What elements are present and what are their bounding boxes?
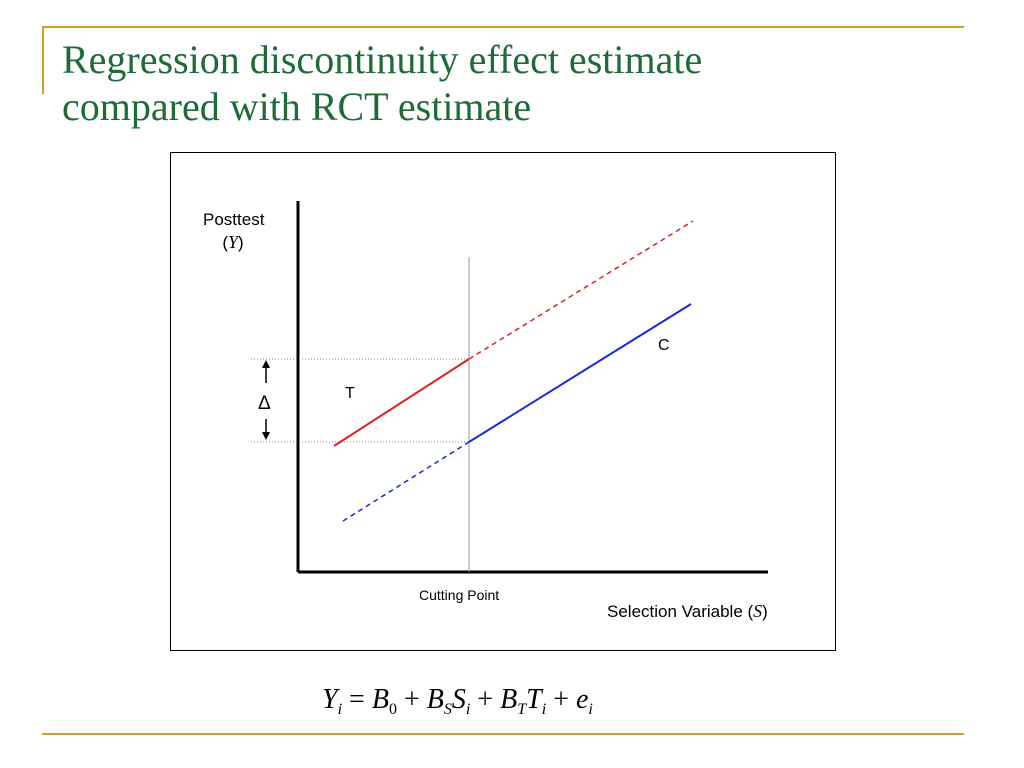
slide-title: Regression discontinuity effect estimate… — [62, 36, 942, 130]
title-line-1: Regression discontinuity effect estimate — [62, 37, 703, 82]
delta-up-arrow-head — [262, 360, 270, 368]
treatment-dashed-line — [468, 220, 694, 360]
formula-T: T — [526, 684, 542, 715]
formula-S: S — [451, 684, 466, 715]
formula-sub-i1: i — [337, 701, 343, 718]
formula-BT: B — [500, 684, 518, 715]
formula-sub-S: S — [443, 701, 452, 718]
cutting-point-label: Cutting Point — [419, 587, 500, 603]
formula-sub-T: T — [517, 701, 527, 718]
formula-BS: B — [426, 684, 444, 715]
bottom-accent-rule — [42, 733, 964, 735]
formula-plus1: + — [396, 684, 427, 715]
side-accent-rule — [42, 26, 44, 94]
x-axis-label-text: Selection Variable — [607, 602, 743, 621]
formula-sub-i2: i — [465, 701, 471, 718]
control-solid-line — [468, 303, 692, 443]
formula-B0: B — [371, 684, 389, 715]
formula-plus2: + — [470, 684, 501, 715]
title-line-2: compared with RCT estimate — [62, 84, 532, 129]
formula-eq: = — [342, 684, 372, 715]
delta-label: Δ — [258, 393, 271, 414]
x-axis-symbol: S — [753, 601, 763, 621]
formula-e: e — [575, 684, 589, 715]
regression-formula: Yi = B0 + BSSi + BTTi + ei — [322, 684, 593, 719]
delta-down-arrow-head — [262, 432, 270, 440]
control-dashed-line — [342, 441, 470, 522]
formula-Y: Y — [322, 684, 338, 715]
y-axis-symbol: Y — [227, 232, 238, 252]
treatment-label: T — [345, 385, 355, 402]
formula-plus3: + — [546, 684, 576, 715]
formula-sub-i3: i — [541, 701, 547, 718]
diagram-canvas — [251, 201, 768, 574]
formula-sub-i4: i — [588, 701, 593, 718]
y-axis-label-text: Posttest — [203, 210, 265, 229]
control-label: C — [658, 337, 670, 354]
y-axis-label: Posttest (Y) — [203, 210, 265, 252]
x-axis-label: Selection Variable (S) — [607, 601, 768, 621]
top-accent-rule — [42, 26, 964, 28]
formula-sub-0: 0 — [388, 701, 397, 718]
rd-diagram: Posttest (Y) Δ T C Cutting Point Selecti… — [170, 152, 836, 651]
treatment-solid-line — [333, 358, 470, 447]
